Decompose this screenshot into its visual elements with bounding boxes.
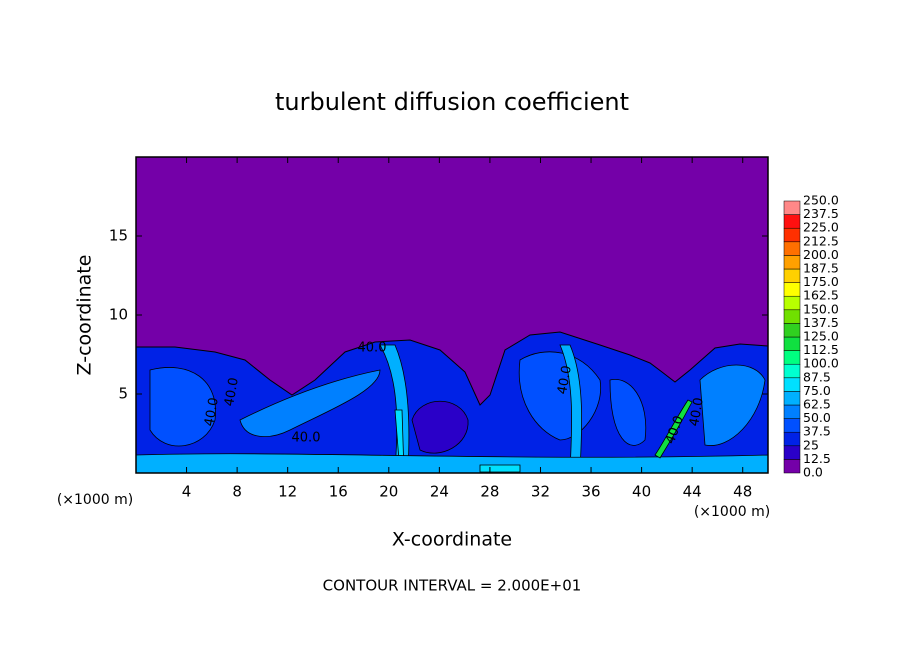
colorbar-box — [783, 323, 801, 338]
y-tick-label: 5 — [118, 385, 128, 403]
colorbar-label: 212.5 — [803, 233, 839, 248]
x-tick-label: 32 — [531, 483, 550, 501]
field-patch — [699, 364, 766, 446]
colorbar-label: 187.5 — [803, 261, 839, 276]
colorbar-box — [783, 391, 801, 406]
field: 40.040.040.040.040.040.040.0 — [135, 157, 769, 474]
x-tick-label: 40 — [632, 483, 651, 501]
contour-label: 40.0 — [222, 376, 242, 407]
colorbar-box — [783, 363, 801, 379]
x-tick-label: 8 — [232, 483, 242, 501]
footer: CONTOUR INTERVAL = 2.000E+01 — [323, 577, 582, 595]
colorbar-label: 37.5 — [803, 424, 831, 439]
colorbar-label: 175.0 — [803, 274, 839, 289]
colorbar-box — [783, 282, 801, 297]
colorbar-label: 50.0 — [803, 410, 831, 425]
colorbar-label: 125.0 — [803, 329, 839, 344]
contour-label: 40.0 — [687, 396, 707, 427]
colorbar-box — [783, 336, 801, 351]
field-patch — [135, 453, 769, 474]
colorbar-label: 250.0 — [803, 193, 839, 208]
colorbar-box — [783, 431, 801, 447]
colorbar-box — [783, 404, 801, 419]
contour-label: 40.0 — [202, 396, 222, 427]
x-unit-label: (×1000 m) — [694, 504, 770, 520]
x-tick-label: 4 — [182, 483, 192, 501]
colorbar-box — [783, 350, 801, 365]
colorbar-label: 62.5 — [803, 397, 831, 412]
colorbar-label: 162.5 — [803, 288, 839, 303]
colorbar-box — [783, 459, 801, 474]
x-tick-label: 28 — [480, 483, 499, 501]
x-tick-label: 24 — [430, 483, 449, 501]
colorbar-box — [783, 255, 801, 270]
colorbar-box — [783, 268, 801, 283]
colorbar-label: 237.5 — [803, 206, 839, 221]
colorbar-label: 25 — [803, 437, 819, 452]
chart-title: turbulent diffusion coefficient — [275, 88, 629, 116]
colorbar-label: 87.5 — [803, 369, 831, 384]
colorbar-label: 0.0 — [803, 465, 823, 480]
x-axis-label: X-coordinate — [392, 529, 512, 551]
x-tick-label: 36 — [581, 483, 600, 501]
field-patch — [411, 400, 469, 454]
x-tick-label: 12 — [278, 483, 297, 501]
colorbar-box — [783, 377, 801, 392]
colorbar-label: 225.0 — [803, 220, 839, 235]
x-tick-label: 20 — [379, 483, 398, 501]
x-tick-label: 44 — [683, 483, 702, 501]
field-patch — [239, 369, 381, 437]
colorbar-box — [783, 214, 801, 229]
colorbar-box — [783, 241, 801, 256]
y-axis-label: Z-coordinate — [74, 255, 96, 376]
y-tick-label: 15 — [109, 227, 128, 245]
field-patch — [149, 367, 216, 447]
colorbar-label: 75.0 — [803, 383, 831, 398]
colorbar-box — [783, 295, 801, 311]
colorbar-box — [783, 309, 801, 324]
colorbar-label: 150.0 — [803, 301, 839, 316]
colorbar-label: 112.5 — [803, 342, 839, 357]
x-tick-label: 16 — [329, 483, 348, 501]
y-tick-label: 10 — [109, 306, 128, 324]
colorbar-label: 200.0 — [803, 247, 839, 262]
colorbar-label: 100.0 — [803, 356, 839, 371]
colorbar-box — [783, 445, 801, 460]
field-patch — [654, 399, 693, 459]
colorbar-label: 137.5 — [803, 315, 839, 330]
turbulent-layer — [135, 331, 769, 474]
x-tick-label: 48 — [733, 483, 752, 501]
colorbar-label: 12.5 — [803, 451, 831, 466]
colorbar-box — [783, 418, 801, 433]
colorbar-box — [783, 227, 801, 243]
colorbar-box — [783, 200, 801, 215]
z-unit-label: (×1000 m) — [57, 492, 133, 508]
contour-label: 40.0 — [555, 364, 575, 395]
contour-label: 40.0 — [358, 341, 387, 356]
contour-label: 40.0 — [292, 431, 321, 446]
field-patch — [609, 378, 647, 446]
field-patch — [479, 464, 521, 473]
